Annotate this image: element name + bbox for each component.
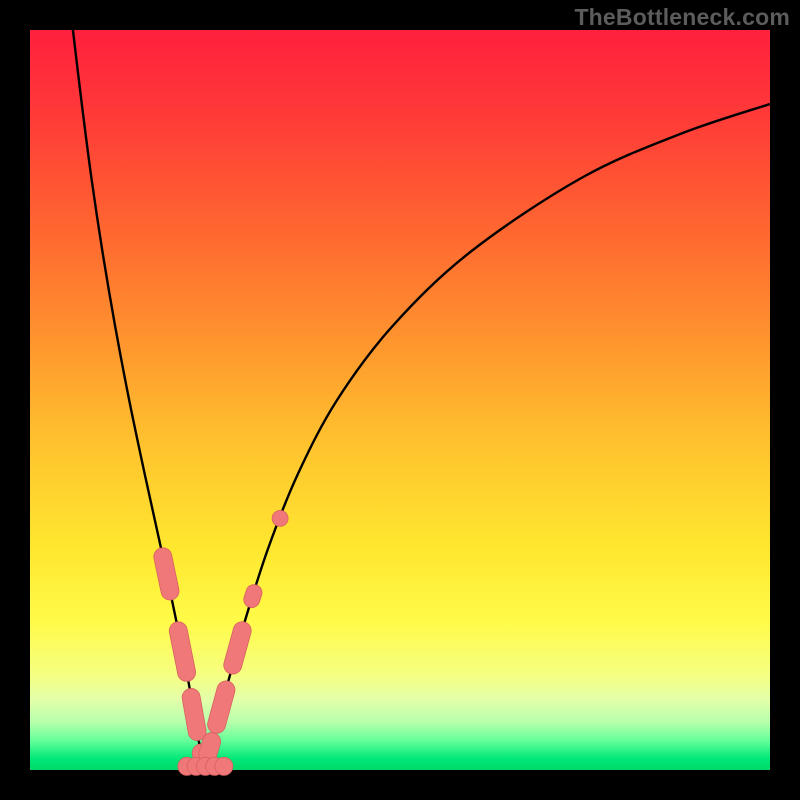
data-point: [215, 757, 233, 775]
bottleneck-chart: [0, 0, 800, 800]
chart-container: TheBottleneck.com: [0, 0, 800, 800]
watermark-text: TheBottleneck.com: [574, 4, 790, 31]
plot-background: [30, 30, 770, 770]
